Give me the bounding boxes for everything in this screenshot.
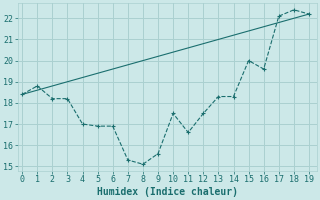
X-axis label: Humidex (Indice chaleur): Humidex (Indice chaleur) <box>97 186 237 197</box>
